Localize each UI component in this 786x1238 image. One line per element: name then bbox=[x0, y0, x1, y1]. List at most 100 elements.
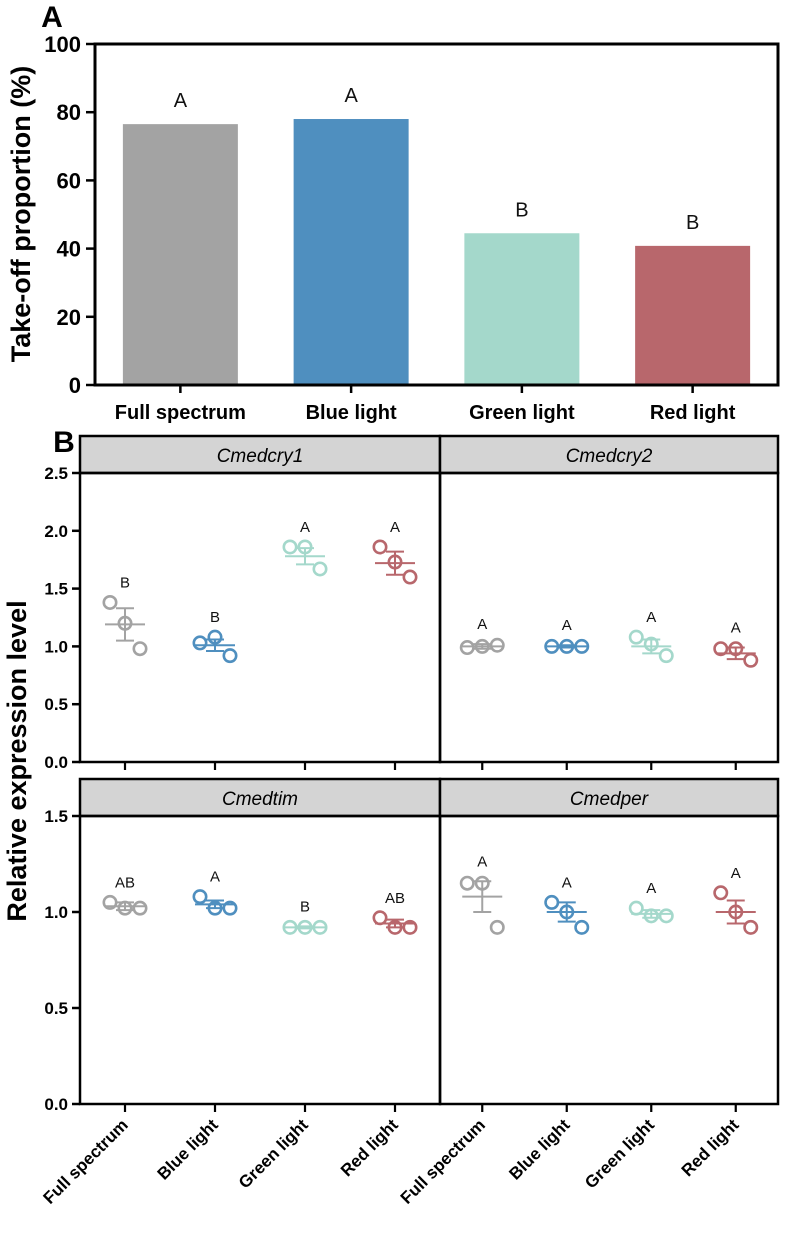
facet-strip bbox=[78, 434, 442, 475]
data-point bbox=[222, 900, 238, 916]
data-point bbox=[643, 908, 659, 924]
significance-label: A bbox=[300, 519, 310, 536]
group-red-light: AB bbox=[372, 890, 418, 1112]
data-point bbox=[192, 889, 208, 905]
data-point bbox=[658, 908, 674, 924]
significance-label: A bbox=[210, 869, 220, 886]
y-tick-label: 1.0 bbox=[44, 637, 68, 656]
y-axis-label: Take-off proportion (%) bbox=[6, 66, 36, 362]
x-category-label: Full spectrum bbox=[115, 402, 246, 424]
group-green-light: B bbox=[282, 898, 328, 1112]
y-tick-label: 1.5 bbox=[44, 807, 68, 826]
data-point bbox=[559, 638, 575, 654]
significance-label: A bbox=[731, 865, 741, 882]
x-category-label: Blue light bbox=[154, 1115, 222, 1183]
significance-label: B bbox=[210, 609, 220, 626]
data-point bbox=[474, 638, 490, 654]
data-point bbox=[402, 919, 418, 935]
y-tick-label: 0.0 bbox=[44, 1095, 68, 1114]
data-point bbox=[387, 919, 403, 935]
data-point bbox=[628, 629, 644, 645]
plot-frame bbox=[78, 471, 442, 764]
data-point bbox=[222, 648, 238, 664]
data-point bbox=[574, 919, 590, 935]
group-red-light: A bbox=[713, 620, 759, 770]
y-tick-label: 2.0 bbox=[44, 522, 68, 541]
y-tick-label: 1.0 bbox=[44, 903, 68, 922]
facet-title: Cmedcry2 bbox=[566, 446, 653, 467]
y-tick-label: 80 bbox=[57, 100, 81, 125]
y-tick-label: 0.5 bbox=[44, 999, 68, 1018]
facet-title: Cmedper bbox=[570, 789, 649, 810]
x-category-label: Green light bbox=[581, 1115, 658, 1192]
significance-label: A bbox=[646, 880, 656, 897]
data-point bbox=[713, 885, 729, 901]
data-point bbox=[728, 641, 744, 657]
y-tick-label: 2.5 bbox=[44, 464, 68, 483]
facet-title: Cmedcry1 bbox=[217, 446, 304, 467]
data-point bbox=[628, 900, 644, 916]
significance-label: A bbox=[390, 519, 400, 536]
data-point bbox=[297, 919, 313, 935]
x-category-label: Red light bbox=[337, 1115, 402, 1180]
group-green-light: A bbox=[282, 519, 328, 770]
y-tick-label: 40 bbox=[57, 237, 81, 262]
data-point bbox=[643, 636, 659, 652]
data-point bbox=[402, 569, 418, 585]
y-axis-label: Relative expression level bbox=[2, 600, 32, 921]
data-point bbox=[282, 539, 298, 555]
data-point bbox=[728, 904, 744, 920]
x-category-label: Blue light bbox=[306, 402, 397, 424]
significance-label: A bbox=[646, 609, 656, 626]
data-point bbox=[743, 919, 759, 935]
significance-label: AB bbox=[115, 874, 135, 891]
group-blue-light: A bbox=[544, 617, 590, 770]
group-full-spectrum: A bbox=[459, 853, 505, 1112]
data-point bbox=[297, 539, 313, 555]
data-point bbox=[192, 635, 208, 651]
data-point bbox=[544, 638, 560, 654]
bar bbox=[122, 124, 238, 385]
facet-cmedcry1: Cmedcry1 0.0 0.5 1.0 1.5 2.0 2.5 B B A A bbox=[44, 434, 442, 772]
data-point bbox=[102, 594, 118, 610]
data-point bbox=[713, 641, 729, 657]
y-tick-label: 60 bbox=[57, 168, 81, 193]
facet-title: Cmedtim bbox=[222, 789, 298, 810]
y-tick-label: 1.5 bbox=[44, 580, 68, 599]
significance-label: A bbox=[344, 85, 358, 107]
data-point bbox=[459, 875, 475, 891]
x-category-label: Blue light bbox=[505, 1115, 573, 1183]
y-tick-label: 0.0 bbox=[44, 753, 68, 772]
data-point bbox=[474, 875, 490, 891]
y-tick-label: 0.5 bbox=[44, 695, 68, 714]
data-point bbox=[207, 900, 223, 916]
plot-frame bbox=[438, 814, 780, 1106]
x-category-label: Full spectrum bbox=[40, 1115, 132, 1207]
data-point bbox=[207, 629, 223, 645]
data-point bbox=[132, 900, 148, 916]
group-red-light: A bbox=[372, 519, 418, 770]
panel-letter-a: A bbox=[41, 1, 63, 34]
data-point bbox=[489, 637, 505, 653]
plot-frame bbox=[438, 471, 780, 764]
facet-strip bbox=[438, 434, 780, 475]
bar bbox=[293, 119, 409, 386]
significance-label: B bbox=[686, 212, 699, 234]
significance-label: A bbox=[731, 620, 741, 637]
x-category-label: Red light bbox=[678, 1115, 743, 1180]
group-full-spectrum: AB bbox=[102, 874, 148, 1112]
data-point bbox=[102, 894, 118, 910]
significance-label: A bbox=[477, 853, 487, 870]
bar bbox=[635, 245, 751, 385]
data-point bbox=[387, 554, 403, 570]
data-point bbox=[117, 900, 133, 916]
group-full-spectrum: B bbox=[102, 574, 148, 770]
data-point bbox=[312, 561, 328, 577]
significance-label: B bbox=[120, 574, 130, 591]
significance-label: AB bbox=[385, 890, 405, 907]
data-point bbox=[559, 904, 575, 920]
data-point bbox=[312, 919, 328, 935]
